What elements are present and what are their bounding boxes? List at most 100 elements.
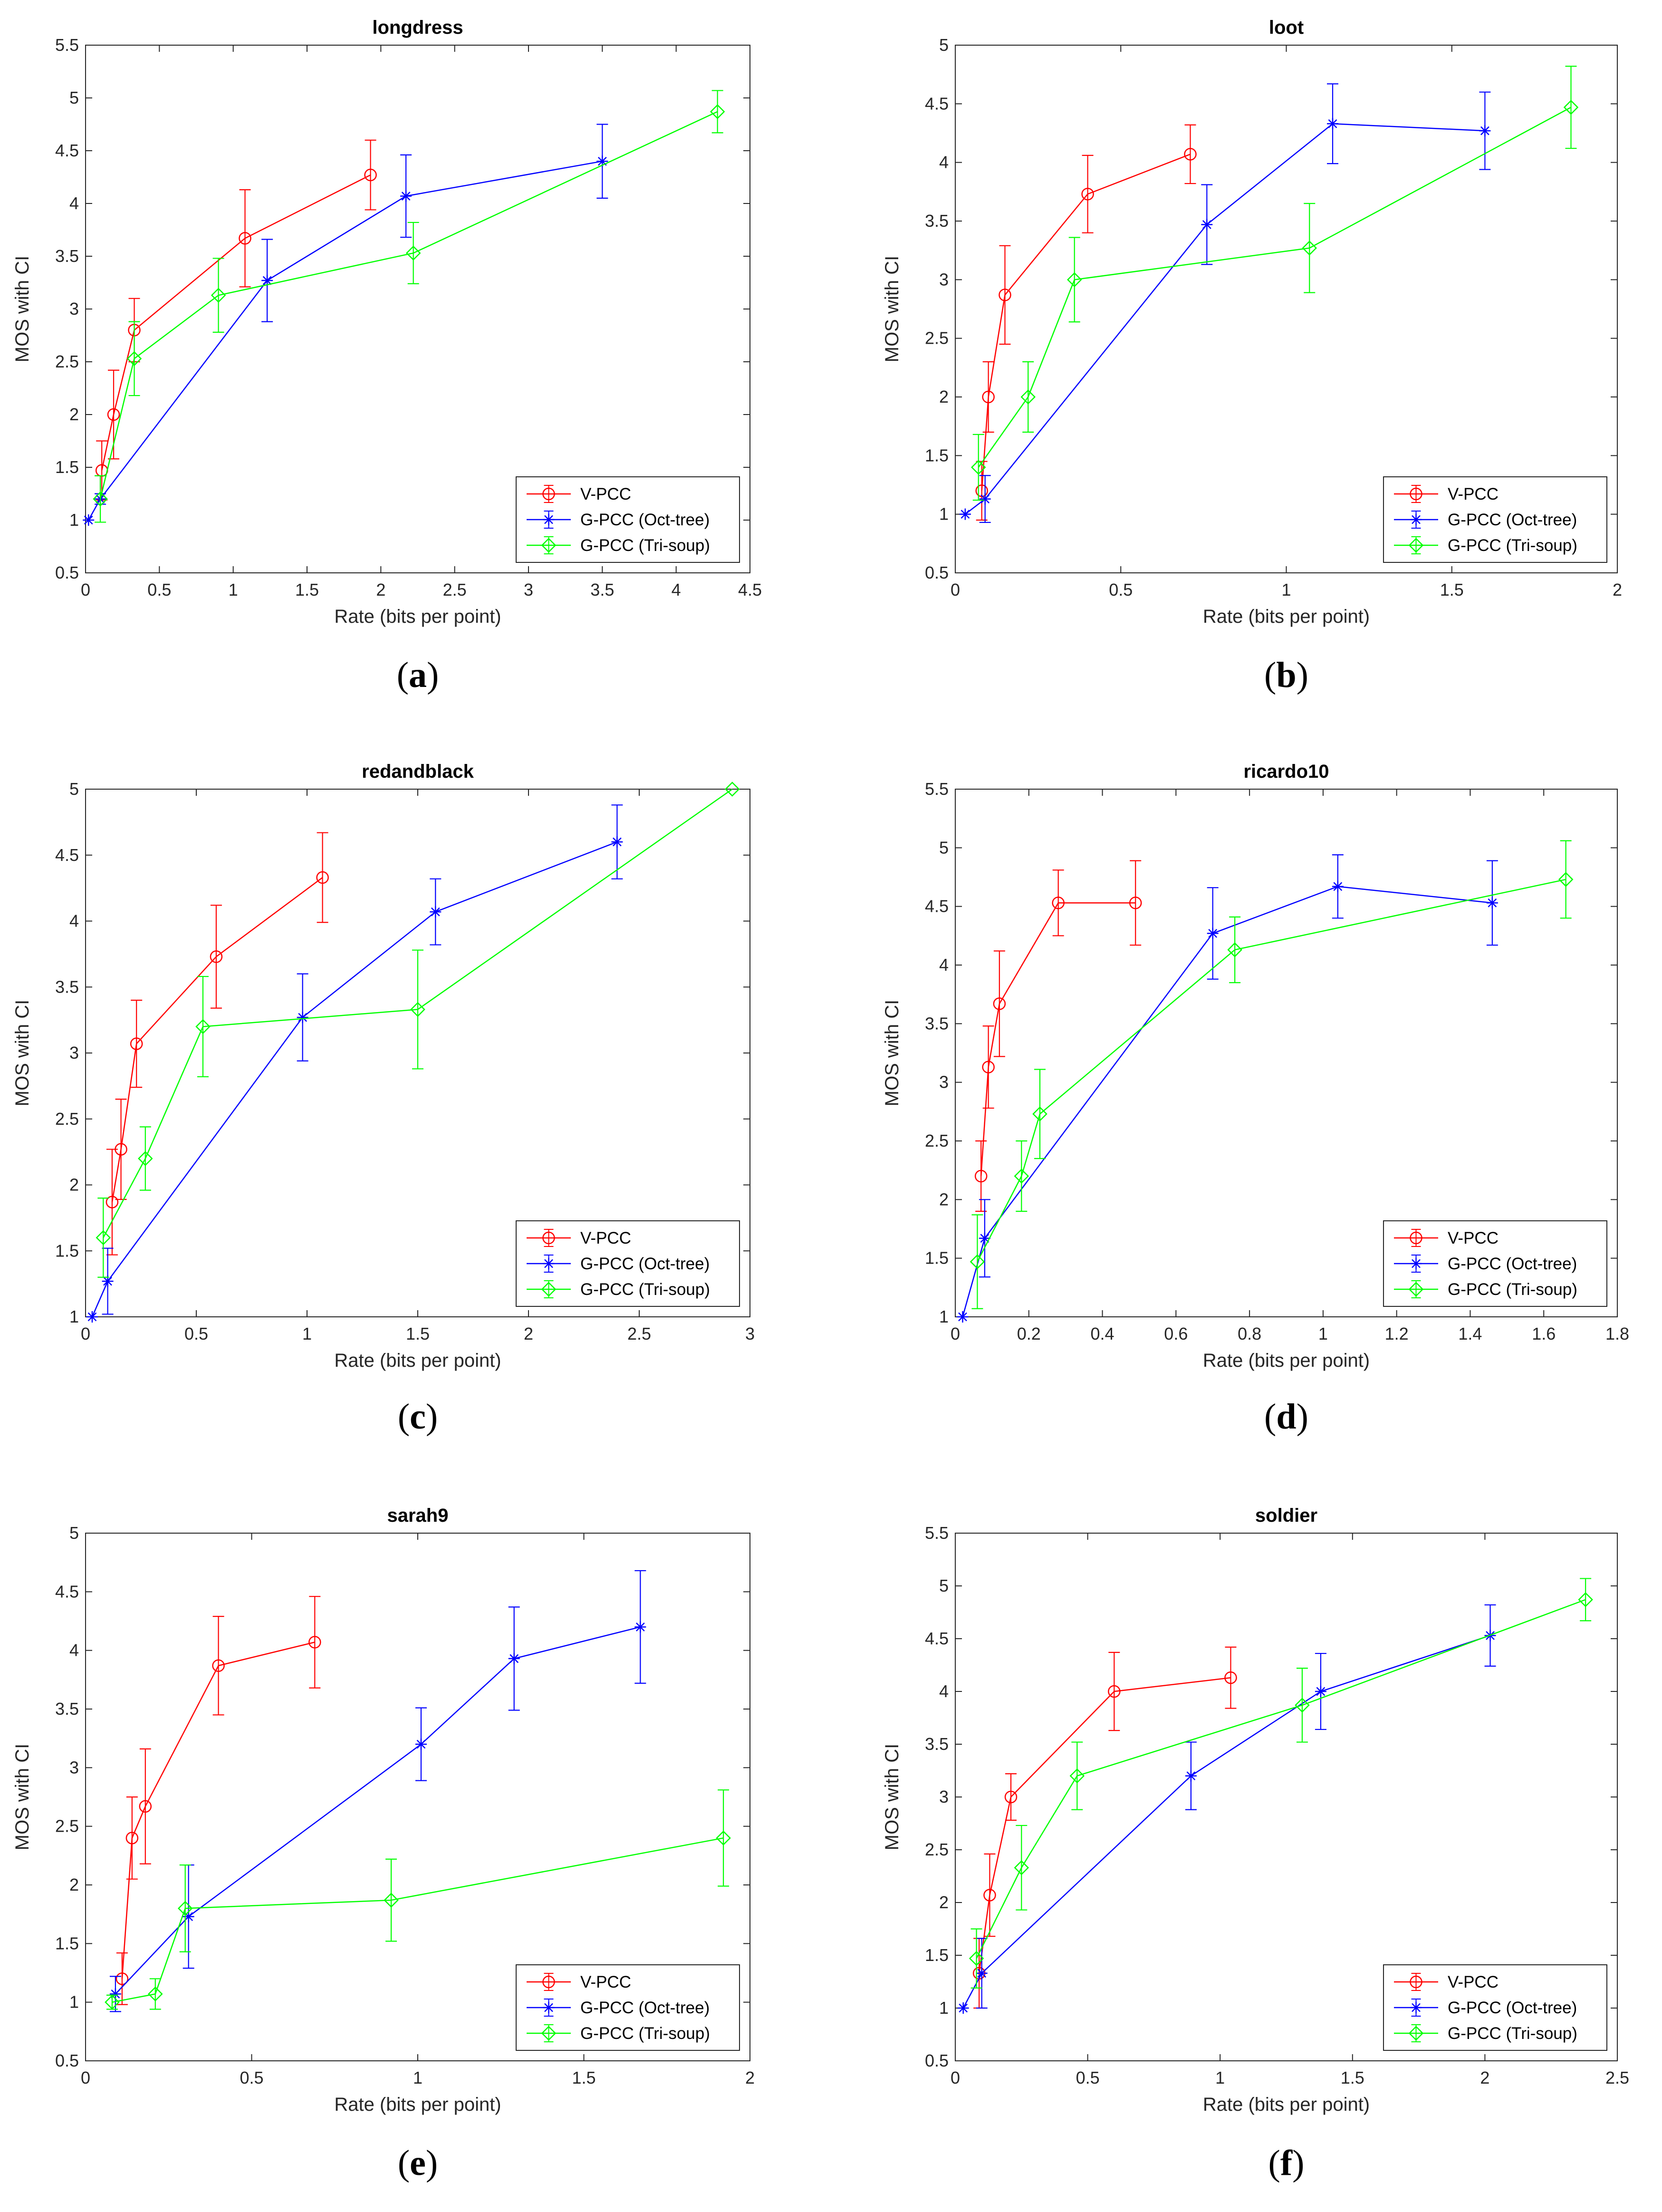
y-tick-label: 4: [69, 911, 79, 931]
error-bar: [1130, 860, 1142, 946]
y-tick-label: 2: [939, 387, 949, 406]
series-G-PCC (Tri-soup): [970, 840, 1574, 1309]
y-tick-label: 2.5: [925, 328, 949, 348]
data-point-marker: [1302, 240, 1317, 256]
x-tick-label: 1.5: [572, 2068, 596, 2087]
data-point-marker: [999, 289, 1011, 301]
data-point-marker: [1020, 389, 1036, 405]
legend-entry: G-PCC (Tri-soup): [1448, 1280, 1577, 1299]
chart-ricardo10: 0 0.2 0.4 0.6 0.8 1 1.2 1.4 1.6 1.8 1 1.5 2 2.5 3 3.5 4 4…: [882, 761, 1629, 1437]
error-bar: [116, 1952, 128, 2005]
y-tick-label: 3: [69, 1758, 79, 1777]
data-point-marker: [308, 1636, 321, 1649]
series-G-PCC (Tri-soup): [969, 1578, 1593, 1989]
data-point-marker: [211, 288, 226, 303]
data-point-marker: [979, 1232, 990, 1244]
y-tick-label: 3: [939, 1787, 949, 1806]
data-point-marker: [1327, 118, 1339, 130]
x-tick-label: 2.5: [1605, 2068, 1629, 2087]
y-tick-label: 2.5: [925, 1131, 949, 1150]
legend-marker: [1410, 1258, 1422, 1269]
data-point-marker: [195, 1019, 211, 1034]
x-tick-label: 0.6: [1164, 1324, 1188, 1343]
error-bar: [239, 189, 251, 288]
error-bar: [365, 139, 376, 211]
y-tick-label: 0.5: [55, 563, 79, 582]
y-tick-label: 2.5: [925, 1840, 949, 1859]
legend-errorbar: [1411, 1280, 1421, 1298]
y-tick-label: 3.5: [55, 1699, 79, 1719]
error-bar: [1580, 1578, 1592, 1622]
error-bar: [317, 832, 328, 923]
x-tick-label: 1.4: [1458, 1324, 1482, 1343]
series-G-PCC (Tri-soup): [96, 782, 740, 1278]
panel-caption: (c): [398, 1397, 438, 1437]
legend-marker: [1410, 487, 1422, 501]
error-bar: [1016, 1140, 1028, 1212]
data-point-marker: [983, 1889, 996, 1902]
y-tick-label: 3: [69, 1043, 79, 1063]
legend-marker: [1410, 1231, 1422, 1245]
error-bar: [115, 1099, 127, 1200]
y-tick-label: 5.5: [55, 35, 79, 55]
legend-marker: [541, 538, 557, 553]
legend-marker: [1410, 514, 1422, 525]
panel-caption: (e): [398, 2143, 438, 2183]
data-point-marker: [1032, 1106, 1047, 1122]
legend-marker: [543, 514, 555, 525]
error-bar: [972, 434, 984, 501]
x-tick-label: 0.4: [1091, 1324, 1114, 1343]
error-bar: [1016, 1825, 1028, 1911]
legend: V-PCC G-PCC (Oct-tree) G-PCC (Tri-soup): [1383, 1964, 1607, 2051]
y-axis-label: MOS with CI: [882, 256, 903, 362]
y-tick-label: 1.5: [55, 457, 79, 477]
y-tick-label: 4.5: [55, 141, 79, 160]
y-tick-label: 1.5: [925, 445, 949, 465]
data-point-marker: [210, 950, 223, 963]
panel-caption: (f): [1268, 2143, 1305, 2183]
y-tick-label: 1: [939, 1307, 949, 1326]
data-point-marker: [993, 997, 1006, 1010]
x-tick-label: 1: [1281, 580, 1291, 599]
chart-title: ricardo10: [1243, 761, 1329, 782]
data-point-marker: [1004, 1790, 1018, 1804]
y-tick-label: 3.5: [925, 1734, 949, 1754]
data-point-marker: [1578, 1592, 1593, 1607]
y-tick-label: 1.5: [55, 1933, 79, 1953]
x-tick-label: 0.5: [240, 2068, 263, 2087]
series-G-PCC (Tri-soup): [970, 66, 1579, 501]
y-tick-label: 2: [69, 1875, 79, 1894]
y-axis-label: MOS with CI: [882, 1744, 903, 1850]
data-point-marker: [1486, 897, 1498, 909]
y-tick-label: 4: [939, 955, 949, 975]
y-tick-label: 1: [939, 504, 949, 524]
data-point-marker: [364, 168, 377, 182]
y-tick-label: 3: [939, 270, 949, 289]
data-point-marker: [93, 491, 108, 507]
x-tick-label: 0: [81, 2068, 90, 2087]
x-tick-label: 3: [524, 580, 533, 599]
legend-entry: G-PCC (Oct-tree): [1448, 1255, 1577, 1273]
data-point-marker: [969, 1951, 984, 1966]
y-tick-label: 5: [939, 838, 949, 857]
data-point-marker: [107, 408, 120, 421]
error-bar: [385, 1858, 397, 1942]
series-V-PCC: [974, 860, 1142, 1212]
error-bar: [1082, 155, 1094, 233]
data-point-marker: [1224, 1671, 1237, 1684]
x-tick-label: 1.8: [1605, 1324, 1629, 1343]
x-tick-label: 0.5: [147, 580, 171, 599]
error-bar: [412, 949, 423, 1070]
data-point-marker: [1081, 188, 1094, 201]
x-tick-label: 1.5: [295, 580, 319, 599]
legend-entry: G-PCC (Oct-tree): [580, 1255, 710, 1273]
y-tick-label: 2: [939, 1893, 949, 1912]
error-bar: [970, 1928, 982, 1989]
error-bar: [126, 1796, 138, 1880]
data-point-marker: [316, 871, 329, 884]
data-point-marker: [1069, 1768, 1085, 1784]
x-axis-label: Rate (bits per point): [1203, 1350, 1370, 1371]
data-point-marker: [139, 1800, 152, 1813]
data-point-marker: [959, 508, 971, 520]
